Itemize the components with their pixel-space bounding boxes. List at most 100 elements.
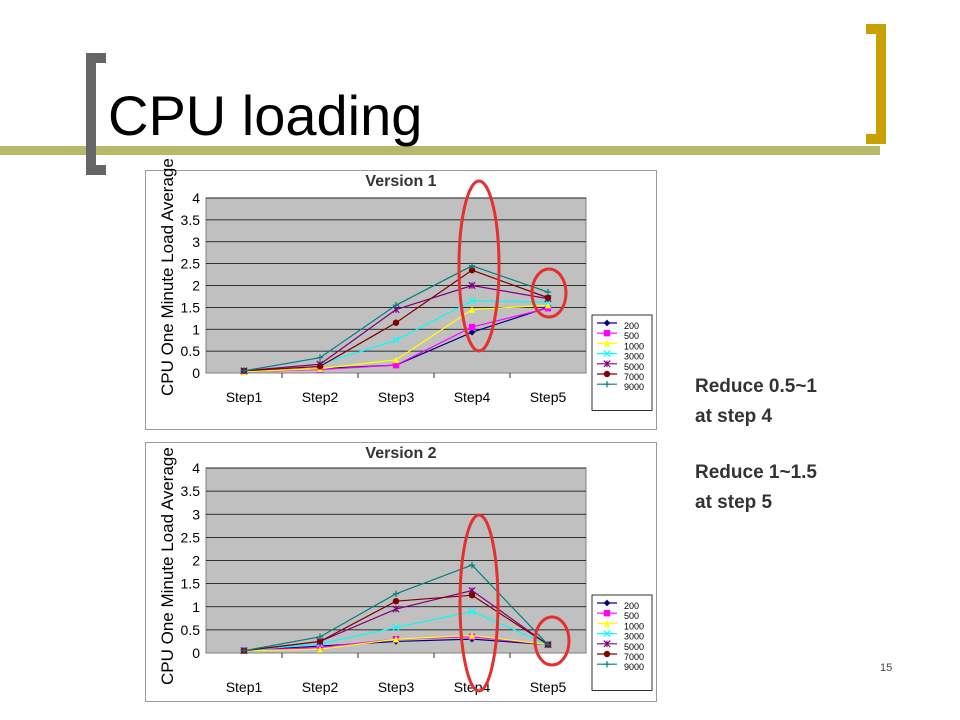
chart-1-title: Version 1 <box>365 173 437 190</box>
point-1000 <box>316 646 324 653</box>
point-5000 <box>392 605 400 613</box>
legend-label: 9000 <box>624 382 644 392</box>
x-tick-label: Step3 <box>378 679 415 695</box>
x-tick-label: Step2 <box>302 389 339 405</box>
point-1000 <box>468 632 476 639</box>
y-tick-label: 1.5 <box>181 576 201 592</box>
x-tick-label: Step1 <box>226 389 263 405</box>
legend-label: 500 <box>624 331 639 341</box>
highlight-ellipse <box>457 179 501 353</box>
x-tick-label: Step4 <box>454 389 491 405</box>
point-500 <box>468 323 476 331</box>
legend-label: 1000 <box>624 621 644 631</box>
y-tick-label: 2 <box>192 553 200 569</box>
point-3000 <box>468 297 476 305</box>
point-7000 <box>468 591 476 599</box>
point-9000 <box>544 641 552 648</box>
legend-marker-9000 <box>603 381 611 388</box>
legend-marker-5000 <box>603 640 611 648</box>
point-1000 <box>392 356 400 364</box>
y-tick-label: 4 <box>192 460 200 476</box>
legend-marker-3000 <box>603 349 611 358</box>
point-7000 <box>392 598 400 605</box>
point-9000 <box>240 647 248 654</box>
legend-label: 500 <box>624 611 639 621</box>
highlight-ellipse <box>530 267 568 319</box>
legend-label: 7000 <box>624 372 644 382</box>
legend-marker-7000 <box>603 650 611 658</box>
legend-label: 3000 <box>624 352 644 362</box>
legend-label: 7000 <box>624 652 644 662</box>
legend-label: 3000 <box>624 632 644 642</box>
point-5000 <box>468 281 476 290</box>
x-tick-label: Step5 <box>530 389 567 405</box>
legend-label: 5000 <box>624 642 644 652</box>
y-tick-label: 0 <box>192 645 200 661</box>
y-tick-label: 1 <box>192 599 200 615</box>
legend-label: 200 <box>624 321 639 331</box>
legend-label: 9000 <box>624 662 644 672</box>
olive-accent-bar <box>0 146 880 155</box>
legend-marker-200 <box>603 599 611 607</box>
point-3000 <box>392 623 400 632</box>
point-1000 <box>544 301 552 309</box>
point-9000 <box>392 301 400 309</box>
highlight-ellipse <box>533 615 571 667</box>
left-bracket-bottom <box>86 165 106 175</box>
point-9000 <box>468 561 476 569</box>
chart-1-ylabel: CPU One Minute Load Average <box>158 158 177 396</box>
point-3000 <box>392 336 400 344</box>
note-line-4: at step 5 <box>695 492 773 513</box>
right-bracket-top <box>866 24 886 34</box>
point-1000 <box>392 635 400 643</box>
point-7000 <box>316 638 324 645</box>
legend-marker-1000 <box>603 340 611 347</box>
x-tick-label: Step1 <box>226 679 263 695</box>
chart-2-ylabel: CPU One Minute Load Average <box>158 447 177 685</box>
y-tick-label: 3 <box>192 234 200 250</box>
legend-label: 200 <box>624 601 639 611</box>
page-number: 15 <box>880 662 893 674</box>
slide-title: CPU loading <box>108 84 423 147</box>
y-tick-label: 0.5 <box>181 343 201 359</box>
point-200 <box>468 328 476 336</box>
point-9000 <box>240 367 248 375</box>
y-tick-label: 0 <box>192 365 200 381</box>
note-line-3: Reduce 1~1.5 <box>695 462 817 483</box>
point-7000 <box>544 294 552 301</box>
point-7000 <box>316 363 324 370</box>
note-line-2: at step 4 <box>695 406 773 427</box>
point-9000 <box>544 288 552 296</box>
legend-marker-9000 <box>603 661 611 668</box>
legend-marker-500 <box>603 330 611 337</box>
left-bracket <box>86 53 96 175</box>
chart-version-2: 0 0.5 1 1.5 2 2.5 3 3.5 4 Step1 Step2 Step3 Step4 Ste… <box>145 442 657 702</box>
y-tick-label: 4 <box>192 190 200 206</box>
legend-label: 5000 <box>624 362 644 372</box>
point-7000 <box>392 319 400 326</box>
note-line-1: Reduce 0.5~1 <box>695 376 817 397</box>
right-bracket <box>876 24 886 144</box>
legend-marker-3000 <box>603 629 611 638</box>
y-tick-label: 3.5 <box>181 212 201 228</box>
point-9000 <box>392 590 400 597</box>
x-tick-label: Step2 <box>302 679 339 695</box>
left-bracket-top <box>86 53 106 63</box>
y-tick-label: 2 <box>192 278 200 294</box>
y-tick-label: 3 <box>192 506 200 522</box>
legend-marker-200 <box>603 319 611 327</box>
x-tick-label: Step3 <box>378 389 415 405</box>
legend-box <box>591 594 653 691</box>
chart-2-title: Version 2 <box>365 445 437 462</box>
right-bracket-bottom <box>866 134 886 144</box>
highlight-ellipse <box>458 513 500 693</box>
legend-marker-7000 <box>603 370 611 378</box>
x-tick-label: Step5 <box>530 679 567 695</box>
chart-1-svg: 0 0.5 1 1.5 2 2.5 3 3.5 4 Step1 Step2 Step3 Step4 Ste… <box>181 179 653 411</box>
legend-marker-5000 <box>603 360 611 368</box>
y-tick-label: 2.5 <box>181 256 201 272</box>
point-1000 <box>468 306 476 313</box>
legend-box <box>591 314 653 411</box>
point-3000 <box>468 607 476 615</box>
